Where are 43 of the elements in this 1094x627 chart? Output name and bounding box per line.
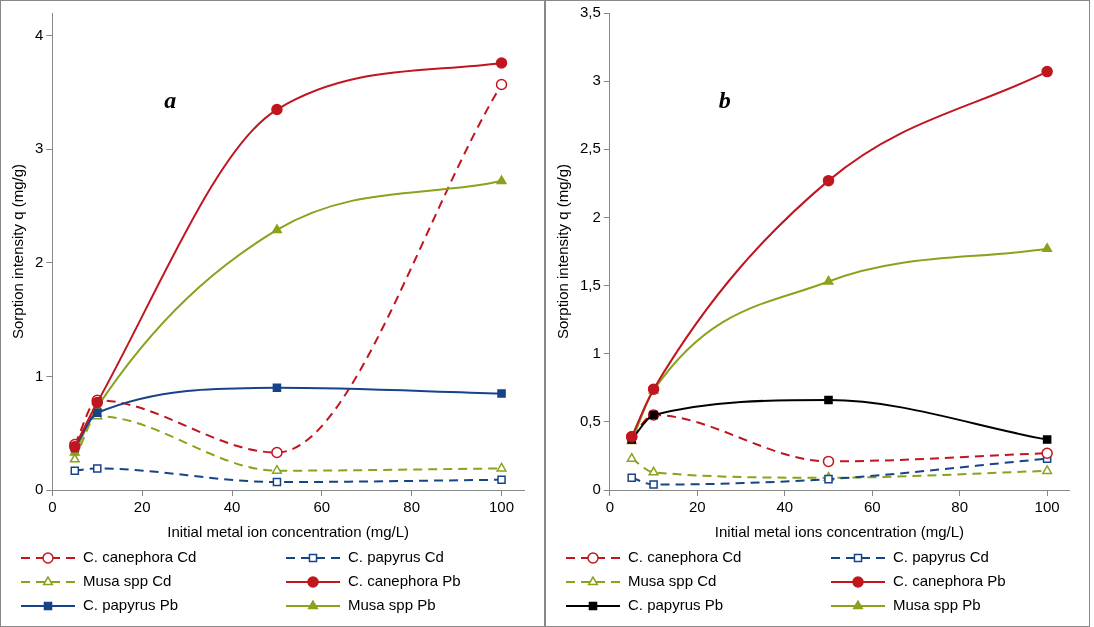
y-axis-title: Sorption intensity q (mg/g) xyxy=(554,163,572,340)
legend-label: Musa spp Cd xyxy=(83,572,172,590)
y-tick-label: 1 xyxy=(592,343,601,361)
legend-label: Musa spp Pb xyxy=(893,596,981,614)
y-tick-label: 2 xyxy=(592,207,601,225)
x-tick-label: 40 xyxy=(223,498,241,516)
x-axis-title: Initial metal ions concentration (mg/L) xyxy=(714,523,965,541)
x-tick-label: 100 xyxy=(1034,498,1060,516)
legend-label: C. papyrus Cd xyxy=(348,548,444,566)
x-tick-label: 60 xyxy=(863,498,881,516)
text: b xyxy=(718,87,731,114)
y-tick-label: 0 xyxy=(35,480,44,498)
y-tick-label: 1 xyxy=(35,366,44,384)
y-tick-label: 0 xyxy=(592,480,601,498)
y-tick-label: 3,5 xyxy=(579,3,601,21)
x-tick-label: 0 xyxy=(605,498,615,516)
x-tick-label: 20 xyxy=(133,498,151,516)
y-tick-label: 1,5 xyxy=(579,275,601,293)
x-tick-label: 20 xyxy=(688,498,706,516)
legend-label: C. canephora Cd xyxy=(83,548,197,566)
legend-label: C. papyrus Cd xyxy=(893,548,989,566)
y-tick-label: 3 xyxy=(592,71,601,89)
x-tick-label: 60 xyxy=(313,498,331,516)
y-tick-label: 2 xyxy=(35,253,44,270)
x-tick-label: 40 xyxy=(776,498,794,516)
text: a xyxy=(164,87,177,114)
y-tick-label: 0,5 xyxy=(579,412,601,429)
x-tick-label: 100 xyxy=(489,498,515,516)
x-tick-label: 80 xyxy=(403,498,421,516)
x-tick-label: 80 xyxy=(951,498,969,516)
legend-label: C. papyrus Pb xyxy=(83,596,179,614)
x-axis-title: Initial metal ion concentration (mg/L) xyxy=(167,523,410,541)
y-tick-label: 3 xyxy=(35,139,44,157)
y-axis-title: Sorption intensity q (mg/g) xyxy=(9,163,27,340)
legend-label: C. canephora Pb xyxy=(348,572,461,590)
x-tick-label: 0 xyxy=(48,498,57,516)
y-tick-label: 4 xyxy=(35,25,44,43)
legend-label: C. papyrus Pb xyxy=(628,596,724,614)
y-tick-label: 2,5 xyxy=(579,139,601,157)
legend-label: C. canephora Cd xyxy=(628,548,742,566)
legend-label: Musa spp Cd xyxy=(628,572,717,590)
legend-label: Musa spp Pb xyxy=(348,596,436,614)
legend-label: C. canephora Pb xyxy=(893,572,1006,590)
